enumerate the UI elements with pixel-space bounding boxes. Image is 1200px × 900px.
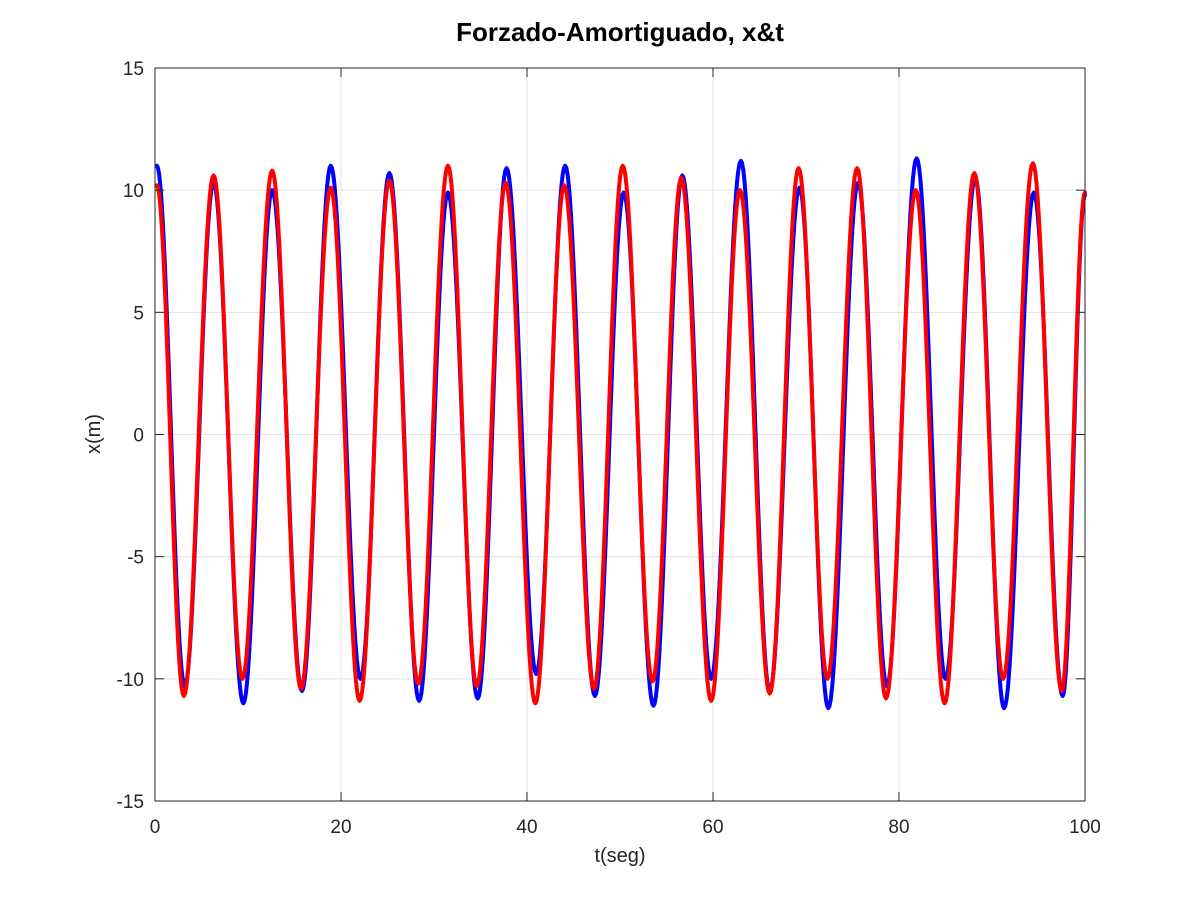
y-tick-label: -15	[117, 792, 144, 813]
series-group	[154, 156, 1087, 711]
y-axis-label: x(m)	[83, 414, 105, 454]
series-line-2	[154, 161, 1087, 706]
y-tick-label: 0	[133, 426, 144, 447]
y-tick-label: -10	[117, 670, 144, 691]
y-tick-labels: -15 -10 -5 0 5 10 15	[117, 59, 144, 813]
y-tick-label: 15	[123, 59, 144, 80]
y-tick-label: 10	[123, 181, 144, 202]
tick-marks	[154, 67, 1086, 802]
y-tick-label: 5	[133, 303, 144, 324]
x-tick-label: 60	[702, 817, 723, 838]
x-tick-label: 40	[516, 817, 537, 838]
y-tick-label: -5	[127, 548, 144, 569]
x-tick-label: 80	[888, 817, 909, 838]
x-tick-label: 20	[330, 817, 351, 838]
x-tick-label: 100	[1069, 817, 1101, 838]
x-tick-label: 0	[150, 817, 161, 838]
x-axis-label: t(seg)	[594, 845, 645, 867]
x-tick-labels: 0 20 40 60 80 100	[150, 817, 1101, 838]
chart-title: Forzado-Amortiguado, x&t	[456, 17, 784, 47]
